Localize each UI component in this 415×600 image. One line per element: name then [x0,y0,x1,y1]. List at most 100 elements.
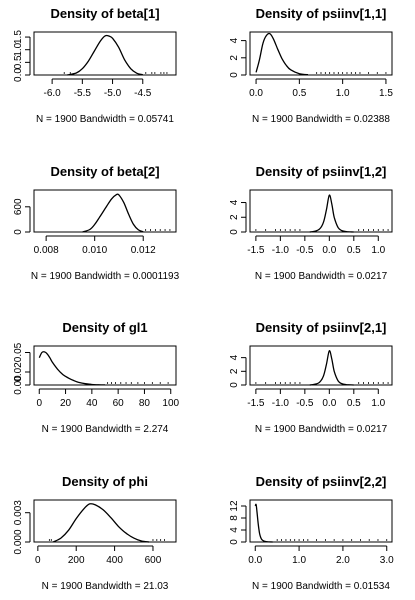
panel-title: Density of psiinv[2,1] [256,320,387,335]
x-tick-label: 0 [35,555,41,566]
panel-title: Density of beta[1] [50,6,159,21]
panel-subtitle: N = 1900 Bandwidth = 0.0001193 [31,271,180,282]
panel-title: Density of beta[2] [50,164,159,179]
x-axis: 0.008 0.010 0.012 [34,235,156,256]
y-axis: 0 2 4 [229,354,247,388]
y-tick-label: 4 [229,354,240,360]
panel-subtitle: N = 1900 Bandwidth = 0.02388 [252,114,390,125]
density-curve [38,351,106,386]
x-tick-label: 1.0 [371,398,385,409]
y-tick-label: 8 [229,515,240,521]
density-panel: Density of psiinv[1,1] 0.0 0.5 1.0 1.5 0 2 4 N =… [229,6,393,125]
rug-marks [255,229,389,231]
panel-subtitle: N = 1900 Bandwidth = 0.0217 [255,271,388,282]
y-axis: 0.000.020.05 [13,342,31,395]
density-curve [254,503,273,543]
rug-marks [276,539,388,541]
plot-frame [33,189,177,233]
y-tick-label: 0 [229,229,240,235]
y-tick-label: 0.000 [13,529,24,554]
density-curve [67,34,143,76]
x-tick-label: 600 [145,555,162,566]
density-curve [82,193,144,233]
x-tick-label: -1.0 [272,398,290,409]
x-tick-label: -5.0 [104,88,122,99]
x-tick-label: -5.5 [74,88,92,99]
plot-frame [33,499,177,543]
y-tick-label: 600 [13,198,24,215]
y-tick-label: 0 [229,72,240,78]
density-panel: Density of psiinv[2,2] 0.0 1.0 2.0 3.0 0 4 8 12 N… [229,474,394,592]
x-tick-label: -1.5 [247,398,265,409]
x-axis: 0 20 40 60 80 100 [36,388,180,409]
x-tick-label: 1.5 [379,88,393,99]
x-tick-label: 0.012 [131,245,156,256]
plot-frame [249,189,393,233]
panel-subtitle: N = 1900 Bandwidth = 0.01534 [252,581,390,592]
density-curve [52,503,150,543]
plot-frame [249,345,393,386]
x-tick-label: 3.0 [380,555,394,566]
y-tick-label: 4 [229,37,240,43]
density-panel: Density of beta[1] -6.0 -5.5 -5.0 -4.5 0.00.5… [13,6,177,125]
x-tick-label: 0.0 [322,398,336,409]
y-tick-label: 0 [229,382,240,388]
y-tick-label: 4 [229,527,240,533]
y-tick-label: 2 [229,55,240,61]
y-tick-label: 1.0 [13,42,24,56]
y-tick-label: 0.05 [13,342,24,362]
x-tick-label: 1.0 [371,245,385,256]
x-tick-label: 2.0 [336,555,350,566]
y-tick-label: 2 [229,214,240,220]
y-tick-label: 2 [229,368,240,374]
x-tick-label: 20 [60,398,72,409]
y-tick-label: 0 [13,229,24,235]
rug-marks [48,539,165,541]
panel-subtitle: N = 1900 Bandwidth = 2.274 [42,424,169,435]
density-panel: Density of phi 0 200 400 600 0.000 0.003 N = 19… [13,474,177,592]
y-axis: 0 4 8 12 [229,500,247,545]
y-tick-label: 12 [229,500,240,512]
density-panel: Density of psiinv[1,2] -1.5 -1.0 -0.5 0.0 0.5… [229,164,393,282]
rug-marks [145,229,171,231]
y-axis: 0.000 0.003 [13,500,31,555]
x-tick-label: 0 [36,398,42,409]
x-tick-label: 80 [139,398,151,409]
x-tick-label: 0.010 [82,245,107,256]
x-tick-label: -1.0 [272,245,290,256]
y-tick-label: 0.0 [13,68,24,82]
density-panel: Density of psiinv[2,1] -1.5 -1.0 -0.5 0.0 0.5… [229,320,393,435]
x-tick-label: -1.5 [247,245,265,256]
x-tick-label: 40 [86,398,98,409]
y-tick-label: 0.00 [13,375,24,395]
density-panel: Density of beta[2] 0.008 0.010 0.012 0 600 N =… [13,164,180,282]
x-tick-label: 0.5 [292,88,306,99]
density-curve [309,350,354,386]
x-tick-label: 0.5 [347,245,361,256]
rug-marks [255,382,389,384]
plot-frame [249,499,393,543]
panel-title: Density of gl1 [62,320,147,335]
panel-title: Density of psiinv[1,2] [256,164,387,179]
panel-subtitle: N = 1900 Bandwidth = 0.0217 [255,424,388,435]
x-tick-label: 0.0 [248,555,262,566]
panel-title: Density of psiinv[1,1] [256,6,387,21]
panel-title: Density of phi [62,474,148,489]
x-tick-label: 1.0 [292,555,306,566]
x-tick-label: 400 [106,555,123,566]
panel-title: Density of psiinv[2,2] [256,474,387,489]
x-tick-label: 100 [162,398,179,409]
x-tick-label: 200 [68,555,85,566]
x-tick-label: -0.5 [296,398,314,409]
density-curve [255,32,309,76]
x-tick-label: 0.008 [34,245,59,256]
y-axis: 0 2 4 [229,199,247,235]
x-axis: 0.0 0.5 1.0 1.5 [249,78,393,99]
x-tick-label: 1.0 [336,88,350,99]
plot-frame [33,31,177,76]
y-tick-label: 0.003 [13,500,24,525]
x-tick-label: 0.0 [249,88,263,99]
y-tick-label: 1.5 [13,30,24,44]
y-axis: 0 2 4 [229,37,247,78]
y-tick-label: 4 [229,199,240,205]
